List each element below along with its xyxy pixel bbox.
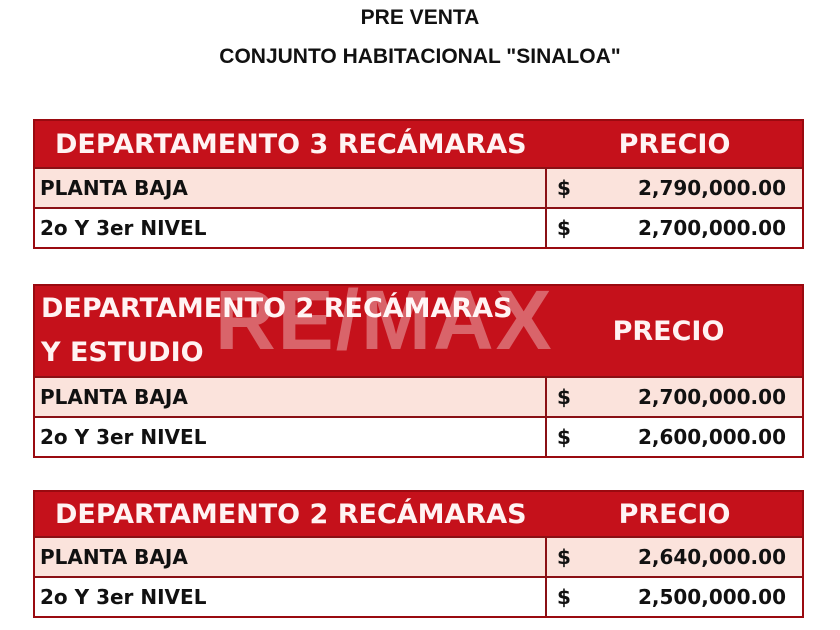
price-table-2-recamaras: DEPARTAMENTO 2 RECÁMARAS PRECIO PLANTA B… — [33, 490, 804, 618]
unit-type: DEPARTAMENTO 3 RECÁMARAS — [55, 128, 527, 160]
amount: 2,700,000.00 — [637, 216, 786, 240]
amount: 2,640,000.00 — [637, 545, 786, 569]
currency: $ — [545, 378, 587, 416]
price-table-3-recamaras: DEPARTAMENTO 3 RECÁMARAS PRECIO PLANTA B… — [33, 119, 804, 249]
title-pre-venta: PRE VENTA — [360, 6, 480, 29]
title-conjunto: CONJUNTO HABITACIONAL "SINALOA" — [219, 45, 621, 68]
unit-type: DEPARTAMENTO 2 RECÁMARAS — [55, 498, 527, 530]
amount: 2,790,000.00 — [637, 176, 786, 200]
level-label: PLANTA BAJA — [40, 385, 188, 409]
currency: $ — [545, 169, 587, 207]
unit-type: DEPARTAMENTO 2 RECÁMARAS Y ESTUDIO — [41, 293, 513, 368]
table-row: 2o Y 3er NIVEL $ 2,600,000.00 — [35, 416, 802, 456]
table-row: PLANTA BAJA $ 2,700,000.00 — [35, 376, 802, 416]
currency: $ — [545, 209, 587, 247]
currency: $ — [545, 418, 587, 456]
table-row: 2o Y 3er NIVEL $ 2,500,000.00 — [35, 576, 802, 616]
amount: 2,700,000.00 — [637, 385, 786, 409]
price-table-2-recamaras-estudio: DEPARTAMENTO 2 RECÁMARAS Y ESTUDIO PRECI… — [33, 284, 804, 458]
table-header: DEPARTAMENTO 2 RECÁMARAS Y ESTUDIO PRECI… — [35, 286, 802, 376]
currency: $ — [545, 538, 587, 576]
table-row: PLANTA BAJA $ 2,790,000.00 — [35, 167, 802, 207]
price-header: PRECIO — [618, 498, 731, 530]
level-label: 2o Y 3er NIVEL — [40, 425, 207, 449]
level-label: PLANTA BAJA — [40, 545, 188, 569]
level-label: 2o Y 3er NIVEL — [40, 216, 207, 240]
table-header: DEPARTAMENTO 2 RECÁMARAS PRECIO — [35, 492, 802, 536]
table-row: 2o Y 3er NIVEL $ 2,700,000.00 — [35, 207, 802, 247]
amount: 2,600,000.00 — [637, 425, 786, 449]
table-header: DEPARTAMENTO 3 RECÁMARAS PRECIO — [35, 121, 802, 167]
currency: $ — [545, 578, 587, 616]
price-header: PRECIO — [612, 315, 725, 347]
level-label: 2o Y 3er NIVEL — [40, 585, 207, 609]
level-label: PLANTA BAJA — [40, 176, 188, 200]
price-header: PRECIO — [618, 128, 731, 160]
table-row: PLANTA BAJA $ 2,640,000.00 — [35, 536, 802, 576]
amount: 2,500,000.00 — [637, 585, 786, 609]
